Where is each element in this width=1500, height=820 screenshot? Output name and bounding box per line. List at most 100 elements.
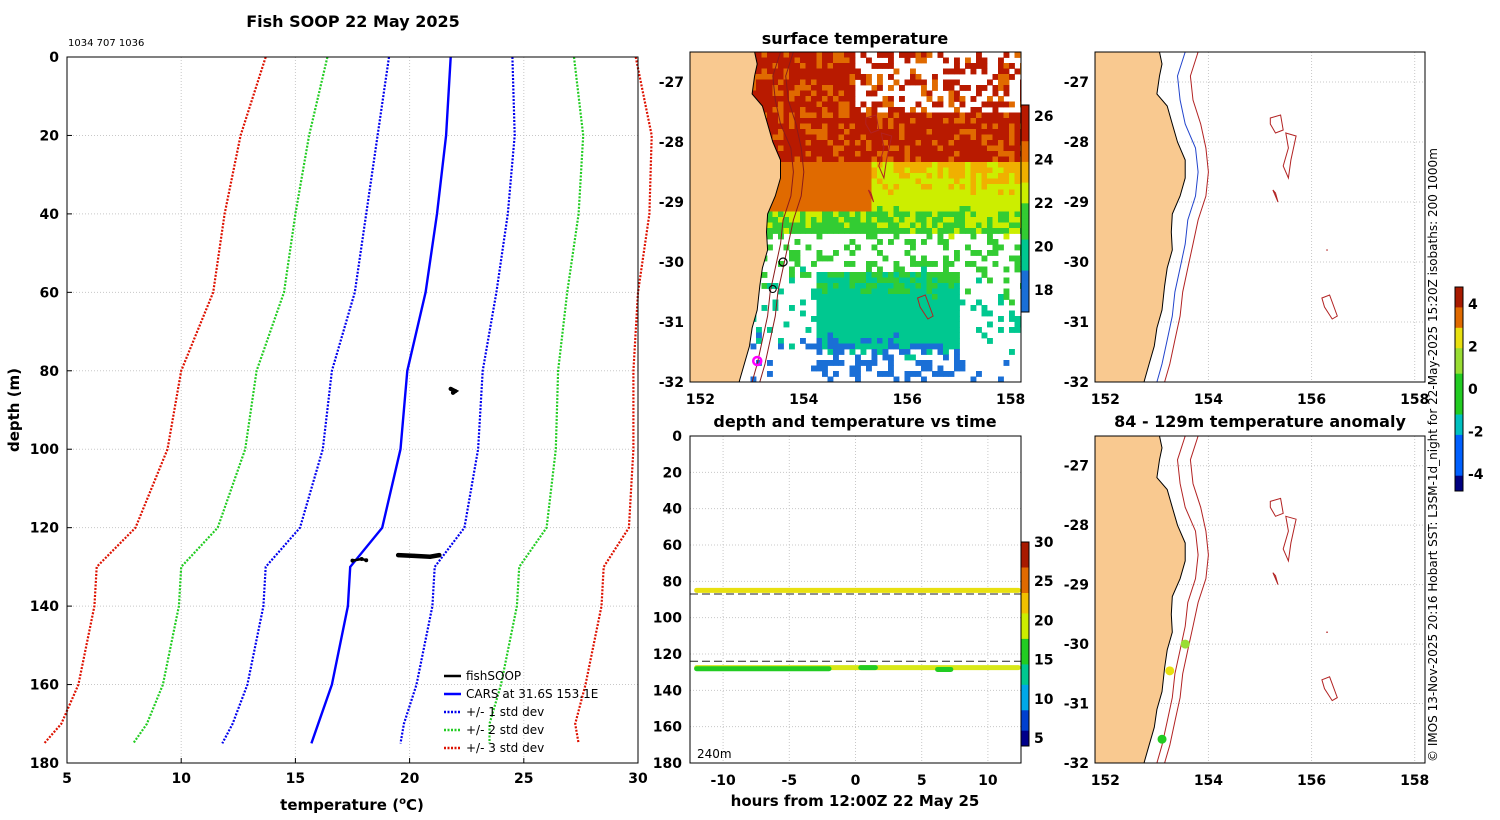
sst-cell bbox=[910, 217, 916, 223]
sst-cell bbox=[849, 250, 856, 256]
seamount-contour bbox=[867, 189, 875, 203]
sst-cell bbox=[926, 123, 933, 130]
sst-cell bbox=[970, 200, 977, 207]
sst-cell bbox=[860, 178, 867, 185]
sst-cell bbox=[904, 321, 911, 328]
sst-cell bbox=[778, 338, 784, 344]
sst-cell bbox=[921, 178, 927, 185]
sst-cell bbox=[794, 200, 801, 207]
sst-cell bbox=[827, 349, 834, 355]
sst-cell bbox=[915, 167, 922, 174]
anomaly-colorbar-segment bbox=[1455, 312, 1463, 319]
sst-cell bbox=[943, 217, 949, 223]
sst-cell bbox=[800, 79, 806, 86]
sst-cell bbox=[871, 118, 878, 124]
sst-cell bbox=[794, 184, 801, 190]
fishsoop-cluster-deep-a bbox=[351, 557, 368, 562]
sst-cell bbox=[772, 63, 779, 69]
map-lon-tick-label: 152 bbox=[1091, 773, 1120, 789]
sst-cell bbox=[811, 288, 817, 295]
sst-cell bbox=[981, 63, 988, 69]
sst-cell bbox=[943, 349, 949, 355]
sst-cell bbox=[921, 261, 927, 267]
sst-cell bbox=[877, 305, 883, 311]
profile-sd3-line bbox=[43, 56, 267, 745]
sst-cell bbox=[948, 310, 955, 317]
sst-cell bbox=[783, 85, 790, 91]
sst-cell bbox=[783, 118, 790, 124]
sst-cell bbox=[761, 96, 768, 102]
profile-panel: Fish SOOP 22 May 2025 1034 707 1036 5 10 1… bbox=[5, 12, 653, 814]
sst-cell bbox=[761, 85, 768, 91]
sst-cell bbox=[794, 211, 801, 218]
sst-cell bbox=[948, 195, 955, 201]
sst-cell bbox=[992, 173, 999, 179]
sst-cell bbox=[948, 321, 955, 328]
sst-cell bbox=[954, 90, 960, 97]
deployment-marker bbox=[778, 257, 788, 267]
sst-colorbar-segment bbox=[1021, 141, 1029, 147]
profile-cars-line bbox=[310, 56, 452, 744]
sst-cell bbox=[937, 101, 944, 108]
sst-cell bbox=[855, 310, 861, 317]
sst-cell bbox=[981, 272, 988, 278]
sst-cell bbox=[976, 123, 982, 130]
sst-cell bbox=[772, 52, 779, 58]
sst-cell bbox=[921, 288, 927, 295]
time-y-tick-label: 140 bbox=[653, 683, 682, 699]
sst-cell bbox=[943, 85, 949, 91]
sst-cell bbox=[767, 360, 773, 366]
sst-cell bbox=[888, 85, 894, 91]
sst-map-panel: surface temperature 152 154 156 158-27-28-2… bbox=[659, 29, 1054, 408]
sst-cell bbox=[849, 189, 856, 196]
sst-cell bbox=[827, 173, 834, 179]
sst-cell bbox=[921, 349, 927, 355]
sst-cell bbox=[805, 272, 812, 278]
sst-cell bbox=[888, 239, 894, 245]
anomaly-colorbar-segment bbox=[1455, 297, 1463, 303]
sst-cell bbox=[866, 184, 872, 190]
time-colorbar-segment bbox=[1021, 679, 1029, 686]
sst-cell bbox=[833, 101, 839, 108]
sst-cell bbox=[844, 305, 850, 311]
sst-cell bbox=[904, 162, 911, 168]
sst-cell bbox=[811, 112, 817, 119]
fishsoop-point bbox=[412, 553, 417, 558]
sst-cell bbox=[976, 118, 982, 124]
sst-cell bbox=[954, 327, 960, 333]
sst-cell bbox=[822, 283, 828, 289]
sst-cell bbox=[844, 140, 850, 146]
sst-cell bbox=[882, 299, 889, 306]
sst-cell bbox=[849, 321, 856, 328]
sst-cell bbox=[838, 129, 845, 135]
sst-cell bbox=[910, 228, 916, 234]
sst-cell bbox=[888, 316, 894, 322]
sst-cell bbox=[778, 211, 784, 218]
land-mass bbox=[690, 52, 781, 382]
sst-cell bbox=[959, 189, 966, 196]
sst-cell bbox=[976, 156, 982, 163]
sst-cell bbox=[844, 211, 850, 218]
sst-cell bbox=[882, 184, 889, 190]
sst-cell bbox=[954, 255, 960, 262]
sst-cell bbox=[767, 327, 773, 333]
sst-cell bbox=[783, 244, 790, 251]
sst-cell bbox=[822, 228, 828, 234]
sst-cell bbox=[915, 316, 922, 322]
sst-cell bbox=[849, 200, 856, 207]
sst-cell bbox=[827, 68, 834, 75]
sst-cell bbox=[970, 123, 977, 130]
sst-cell bbox=[932, 211, 938, 218]
sst-cell bbox=[926, 343, 933, 350]
sst-cell bbox=[910, 107, 916, 113]
sst-cell bbox=[822, 360, 828, 366]
sst-cell bbox=[926, 283, 933, 289]
sst-cell bbox=[904, 52, 911, 58]
sst-cell bbox=[783, 68, 790, 75]
sst-cell bbox=[844, 178, 850, 185]
sst-cell bbox=[783, 57, 790, 64]
sst-cell bbox=[899, 162, 905, 168]
sst-cell bbox=[822, 129, 828, 135]
sst-cell bbox=[998, 228, 1004, 234]
sst-cell bbox=[948, 156, 955, 163]
